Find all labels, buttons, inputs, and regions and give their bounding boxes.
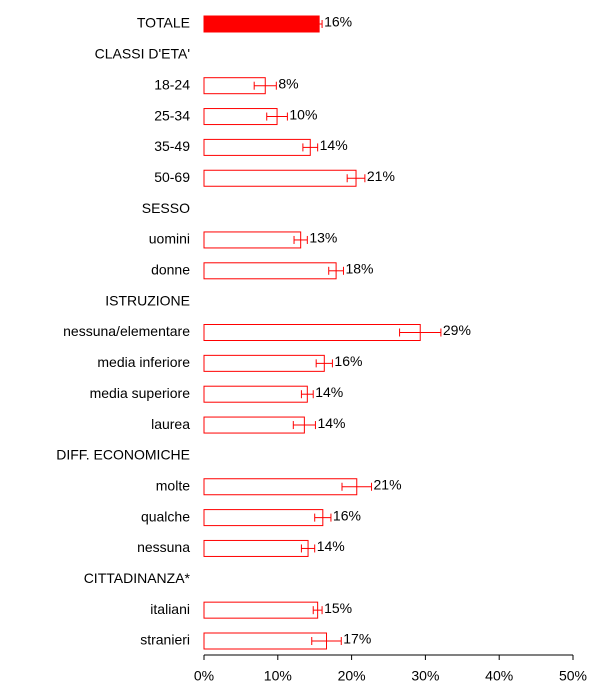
value-label: 14% (317, 538, 345, 554)
x-tick-label: 10% (264, 668, 292, 684)
bar (203, 416, 305, 434)
value-label: 18% (345, 261, 373, 277)
bar (203, 262, 337, 280)
value-label: 15% (324, 600, 352, 616)
value-label: 14% (315, 384, 343, 400)
y-tick-label: italiani (150, 601, 190, 617)
y-tick-label: 25-34 (154, 107, 190, 123)
y-tick-label: laurea (151, 416, 190, 432)
value-label: 17% (343, 631, 371, 647)
bar (203, 385, 308, 403)
x-tick-label: 40% (485, 668, 513, 684)
value-label: 16% (333, 507, 361, 523)
value-label: 21% (367, 168, 395, 184)
bar (203, 15, 320, 33)
bar (203, 478, 358, 496)
bar (203, 632, 328, 650)
y-tick-label: CLASSI D'ETA' (95, 46, 190, 62)
bar (203, 169, 357, 187)
bar (203, 539, 309, 557)
bar (203, 324, 421, 341)
y-tick-label: media superiore (90, 385, 191, 401)
value-label: 13% (309, 230, 337, 246)
y-tick-label: CITTADINANZA* (84, 570, 191, 586)
bar (203, 138, 311, 156)
bar (203, 231, 302, 249)
x-tick-label: 50% (559, 668, 587, 684)
value-label: 16% (324, 14, 352, 30)
x-tick-label: 20% (338, 668, 366, 684)
x-tick-label: 0% (194, 668, 214, 684)
value-label: 14% (317, 415, 345, 431)
y-tick-label: nessuna/elementare (63, 323, 190, 339)
y-tick-label: 50-69 (154, 169, 190, 185)
y-tick-label: nessuna (137, 539, 190, 555)
y-tick-label: qualche (141, 508, 190, 524)
y-tick-label: stranieri (140, 632, 190, 648)
y-tick-label: molte (156, 477, 190, 493)
bar (203, 509, 324, 527)
bar (203, 108, 278, 126)
bar (203, 354, 325, 372)
y-tick-label: 35-49 (154, 138, 190, 154)
value-label: 8% (278, 75, 298, 91)
value-label: 21% (374, 476, 402, 492)
y-tick-label: media inferiore (97, 354, 190, 370)
value-label: 14% (320, 137, 348, 153)
x-tick-label: 30% (411, 668, 439, 684)
value-label: 10% (289, 106, 317, 122)
value-label: 16% (334, 353, 362, 369)
y-tick-label: 18-24 (154, 76, 190, 92)
y-tick-label: donne (151, 262, 190, 278)
y-tick-label: uomini (149, 231, 190, 247)
y-tick-label: TOTALE (137, 15, 190, 31)
value-label: 29% (443, 322, 471, 338)
y-tick-label: ISTRUZIONE (105, 292, 190, 308)
y-tick-label: DIFF. ECONOMICHE (56, 447, 190, 463)
y-tick-label: SESSO (142, 200, 190, 216)
bar (203, 601, 319, 619)
